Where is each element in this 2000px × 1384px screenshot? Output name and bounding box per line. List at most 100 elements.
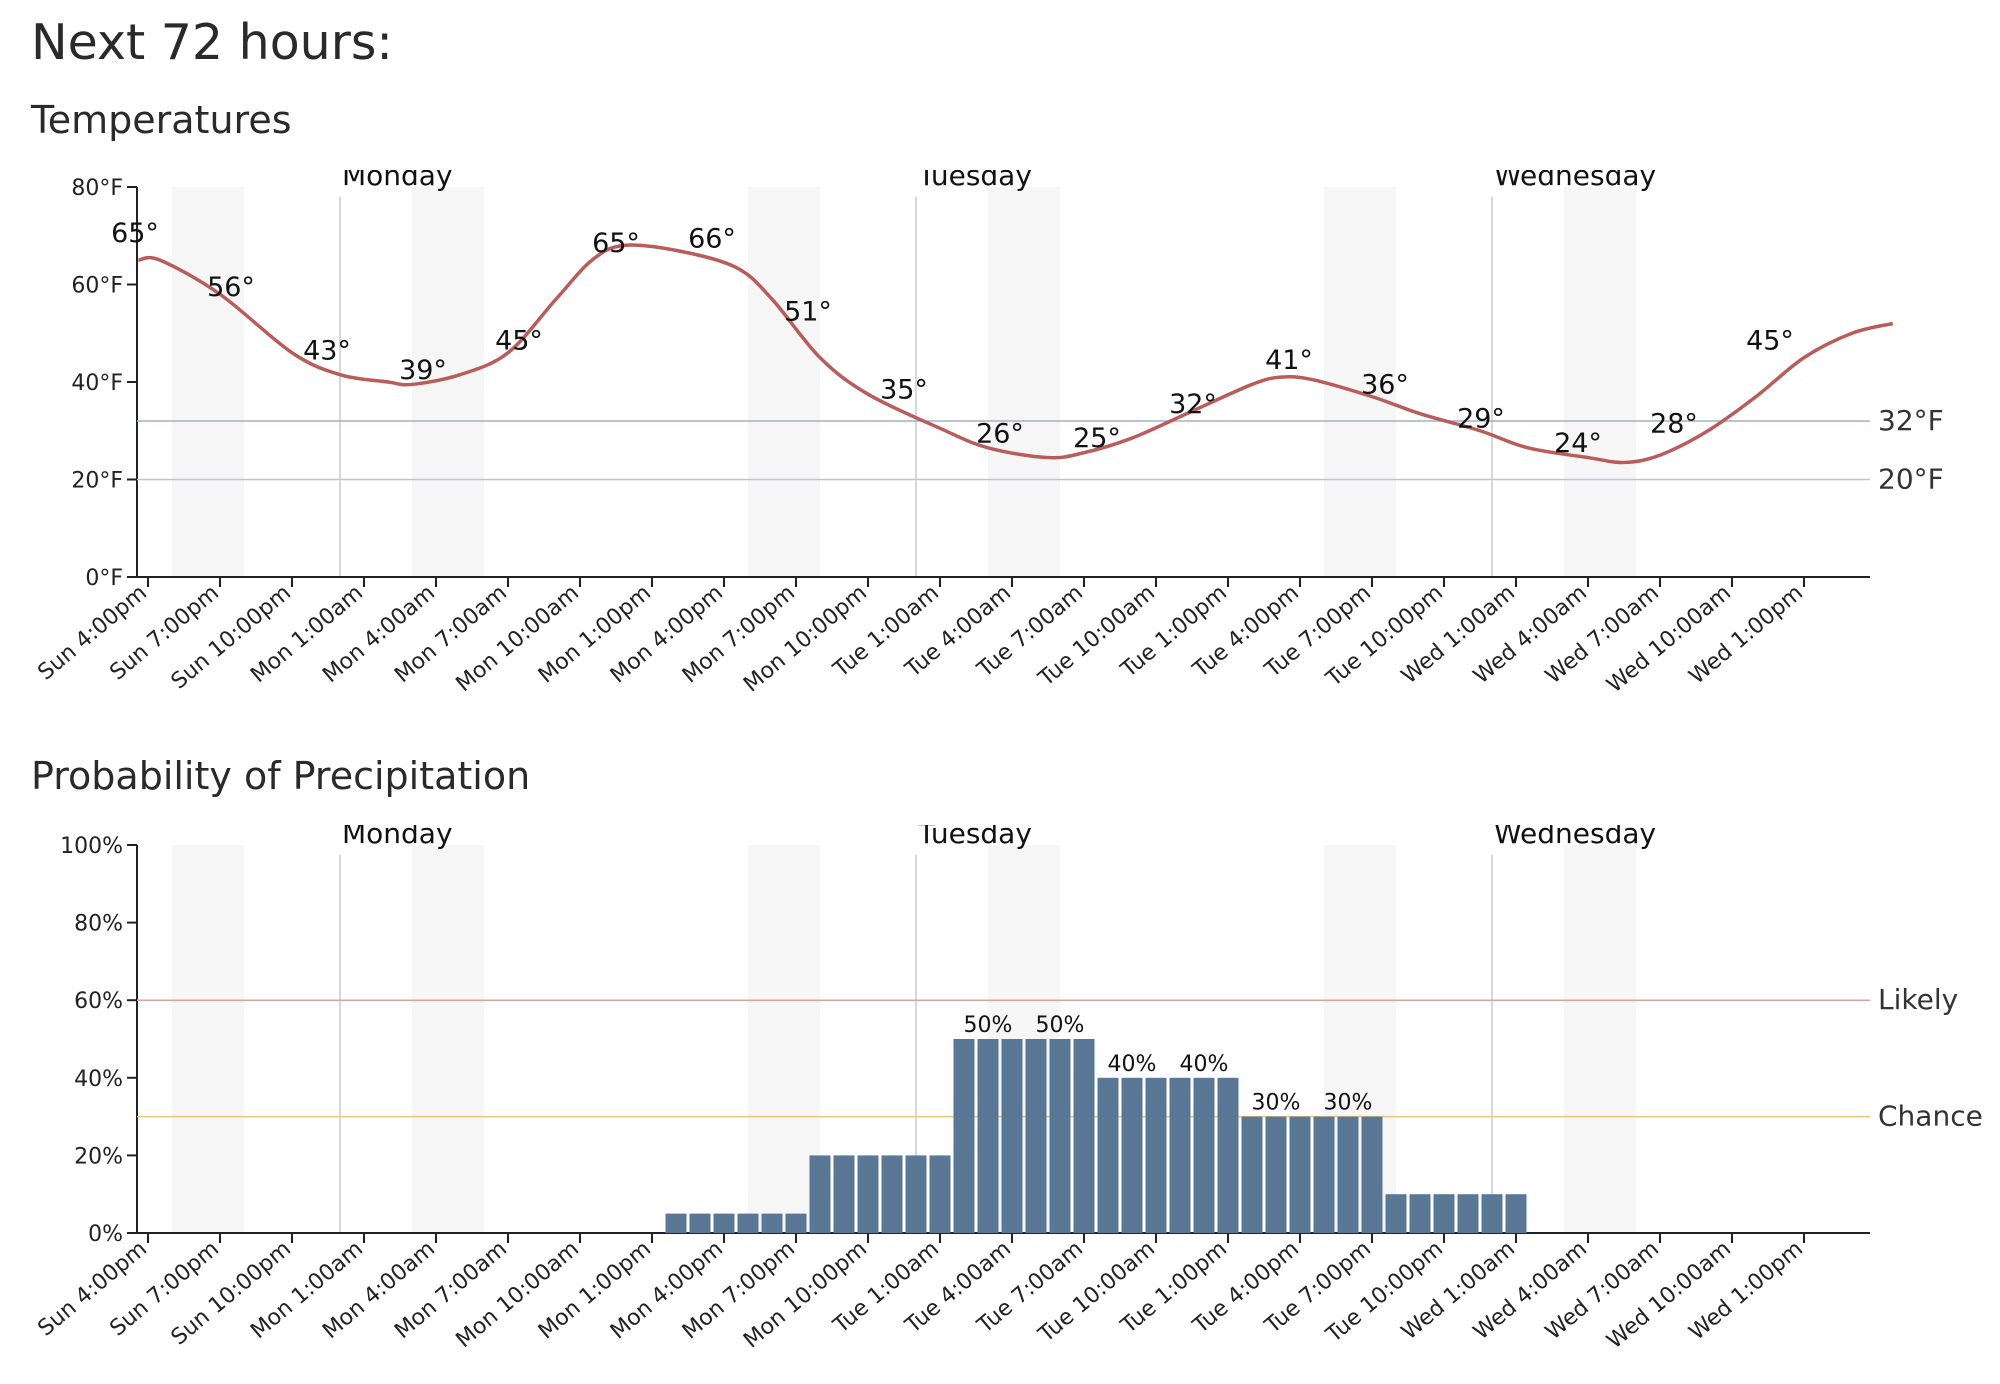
temperature-value-label: 32° xyxy=(1169,389,1217,420)
precipitation-bar xyxy=(1265,1116,1287,1233)
temp-night-band xyxy=(988,187,1060,577)
precipitation-value-label: 50% xyxy=(1036,1013,1085,1038)
precipitation-bar xyxy=(1409,1194,1431,1233)
precipitation-bar xyxy=(1217,1077,1239,1233)
precipitation-value-label: 30% xyxy=(1324,1091,1373,1116)
temp-y-tick-label: 60°F xyxy=(71,274,123,299)
temperature-value-label: 51° xyxy=(784,296,832,327)
precipitation-bar xyxy=(1505,1194,1527,1233)
temp-day-label: Wednesday xyxy=(1494,170,1656,192)
temperature-value-label: 25° xyxy=(1073,423,1121,454)
precipitation-bar xyxy=(1313,1116,1335,1233)
precip-night-band xyxy=(412,845,484,1233)
precip-y-tick-label: 100% xyxy=(60,834,123,859)
temperature-line xyxy=(138,243,1894,465)
precipitation-bar xyxy=(1241,1116,1263,1233)
precip-night-band xyxy=(172,845,244,1233)
temperature-value-label: 45° xyxy=(1746,326,1794,357)
precip-night-band xyxy=(1324,845,1396,1233)
precipitation-bar xyxy=(1049,1039,1071,1233)
precipitation-bar xyxy=(809,1155,831,1233)
precipitation-bar xyxy=(665,1213,687,1233)
temperature-value-label: 29° xyxy=(1457,404,1505,435)
precipitation-bar xyxy=(905,1155,927,1233)
precip-y-tick-label: 60% xyxy=(74,989,123,1014)
precipitation-bar xyxy=(1457,1194,1479,1233)
precip-y-tick-label: 40% xyxy=(74,1067,123,1092)
precipitation-bar xyxy=(953,1039,975,1233)
precipitation-bar xyxy=(881,1155,903,1233)
temp-y-tick-label: 40°F xyxy=(71,371,123,396)
precipitation-bar xyxy=(1073,1039,1095,1233)
precip-day-label: Monday xyxy=(342,825,453,850)
temp-day-label: Monday xyxy=(342,170,453,192)
precip-x-tick-label: Wed 10:00am xyxy=(1602,1236,1735,1354)
precipitation-bar xyxy=(1289,1116,1311,1233)
temperature-value-label: 45° xyxy=(495,326,543,357)
precipitation-bar xyxy=(1169,1077,1191,1233)
precipitation-value-label: 50% xyxy=(964,1013,1013,1038)
precip-night-band xyxy=(988,845,1060,1233)
precipitation-bar xyxy=(833,1155,855,1233)
precipitation-bar xyxy=(1145,1077,1167,1233)
temp-x-tick-label: Wed 10:00am xyxy=(1602,580,1735,698)
precipitation-chart: Monday Tuesday Wednesday 0% 20% 40% 60% 80% 100%… xyxy=(33,825,1983,1354)
precip-day-label: Wednesday xyxy=(1494,825,1656,850)
precipitation-bar xyxy=(1097,1077,1119,1233)
temperature-value-label: 41° xyxy=(1265,345,1313,376)
temperature-value-label: 43° xyxy=(303,335,351,366)
temperature-value-label: 56° xyxy=(207,272,255,303)
precip-y-tick-label: 80% xyxy=(74,912,123,937)
temp-reference-label: 32°F xyxy=(1878,404,1944,437)
precip-reference-label: Likely xyxy=(1878,983,1958,1016)
precipitation-bar xyxy=(737,1213,759,1233)
temperature-value-label: 24° xyxy=(1554,428,1602,459)
temperature-value-label: 65° xyxy=(592,228,640,259)
temp-night-band xyxy=(172,187,244,577)
temperature-value-label: 36° xyxy=(1361,370,1409,401)
precipitation-bar xyxy=(1337,1116,1359,1233)
precipitation-value-label: 30% xyxy=(1252,1091,1301,1116)
temperature-value-label: 35° xyxy=(880,374,928,405)
temp-y-tick-label: 80°F xyxy=(71,176,123,201)
precipitation-bar xyxy=(1001,1039,1023,1233)
precipitation-bar xyxy=(761,1213,783,1233)
precip-y-tick-label: 20% xyxy=(74,1144,123,1169)
temp-day-label: Tuesday xyxy=(917,170,1032,192)
precipitation-bar xyxy=(1193,1077,1215,1233)
precipitation-bar xyxy=(977,1039,999,1233)
precipitation-bar xyxy=(1433,1194,1455,1233)
temperature-chart: Monday Tuesday Wednesday 0°F 20°F 40°F 60°F 80°… xyxy=(33,170,1944,698)
precipitation-bar xyxy=(713,1213,735,1233)
precipitation-bar xyxy=(929,1155,951,1233)
precipitation-bar xyxy=(1385,1194,1407,1233)
precipitation-bar xyxy=(1361,1116,1383,1233)
precip-day-label: Tuesday xyxy=(917,825,1032,850)
temperature-value-label: 28° xyxy=(1650,409,1698,440)
temp-y-tick-label: 0°F xyxy=(85,566,123,591)
temperature-value-label: 39° xyxy=(399,355,447,386)
temperature-value-label: 65° xyxy=(111,218,159,249)
precipitation-bar xyxy=(857,1155,879,1233)
precipitation-bar xyxy=(1481,1194,1503,1233)
temperature-value-label: 26° xyxy=(976,418,1024,449)
temp-night-band xyxy=(748,187,820,577)
temp-night-band xyxy=(1324,187,1396,577)
temp-x-tick-label: Mon 10:00am xyxy=(452,580,584,697)
temperature-value-label: 66° xyxy=(688,223,736,254)
page-title: Next 72 hours: xyxy=(31,14,393,71)
precipitation-bar xyxy=(785,1213,807,1233)
precip-x-tick-label: Mon 10:00am xyxy=(452,1236,584,1353)
precipitation-bar xyxy=(1121,1077,1143,1233)
precip-y-tick-label: 0% xyxy=(88,1222,123,1247)
precip-reference-label: Chance xyxy=(1878,1100,1983,1133)
precip-night-band xyxy=(1564,845,1636,1233)
precip-night-band xyxy=(748,845,820,1233)
precipitation-chart-title: Probability of Precipitation xyxy=(31,754,531,798)
temp-y-tick-label: 20°F xyxy=(71,469,123,494)
precipitation-value-label: 40% xyxy=(1180,1052,1229,1077)
temp-reference-label: 20°F xyxy=(1878,463,1944,496)
precipitation-bar xyxy=(689,1213,711,1233)
temp-night-band xyxy=(1564,187,1636,577)
precip-x-tick-label: Mon 10:00pm xyxy=(739,1236,872,1353)
